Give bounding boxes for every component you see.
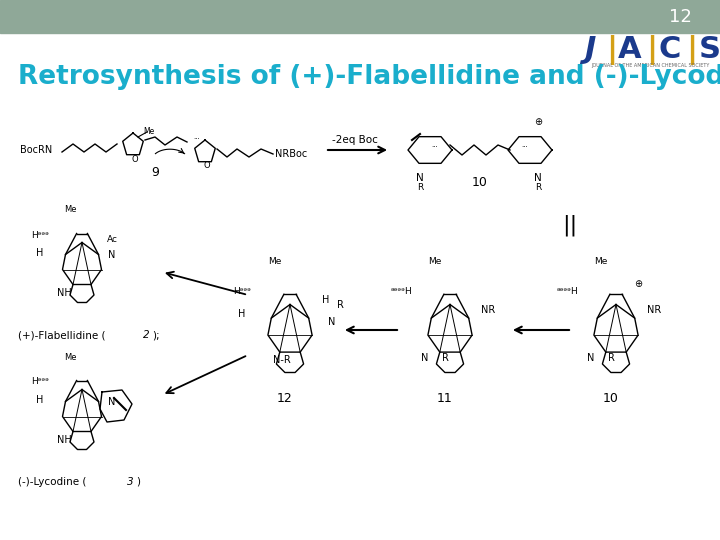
Text: 12: 12 (277, 392, 293, 404)
Text: NR: NR (481, 305, 495, 315)
Text: Ac: Ac (107, 235, 117, 245)
Text: -2eq Boc: -2eq Boc (332, 135, 378, 145)
Text: H: H (36, 248, 44, 258)
Text: );: ); (152, 330, 160, 340)
Text: H: H (323, 295, 330, 305)
Text: J: J (585, 36, 595, 64)
Text: Me: Me (143, 126, 154, 136)
Text: N-R: N-R (273, 355, 291, 365)
Text: N: N (108, 250, 116, 260)
Text: ...: ... (521, 142, 528, 148)
Text: R: R (336, 300, 343, 310)
Text: S: S (699, 36, 720, 64)
Text: 12: 12 (669, 8, 691, 26)
Text: ): ) (136, 477, 140, 487)
Text: Hᵊᵊᵊ: Hᵊᵊᵊ (31, 377, 49, 387)
Text: Hᵊᵊᵊ: Hᵊᵊᵊ (233, 287, 251, 296)
Text: N: N (588, 353, 595, 363)
Text: (+)-Flabellidine (: (+)-Flabellidine ( (18, 330, 106, 340)
Text: R: R (535, 184, 541, 192)
Text: NH: NH (57, 435, 71, 445)
Text: H: H (36, 395, 44, 405)
Text: R: R (441, 353, 449, 363)
Text: A: A (618, 36, 642, 64)
Text: |: | (686, 35, 698, 65)
Text: Me: Me (64, 353, 76, 361)
Text: 10: 10 (603, 392, 619, 404)
Text: 3: 3 (127, 477, 134, 487)
Text: NRBoc: NRBoc (275, 149, 307, 159)
Text: N: N (421, 353, 428, 363)
Text: ᵊᵊᵊᵊH: ᵊᵊᵊᵊH (391, 287, 413, 296)
Text: 10: 10 (472, 176, 488, 188)
Text: ||: || (562, 214, 577, 236)
Text: 11: 11 (437, 392, 453, 404)
Text: O: O (204, 161, 210, 171)
Text: |: | (647, 35, 657, 65)
Text: JOURNAL OF THE AMERICAN CHEMICAL SOCIETY: JOURNAL OF THE AMERICAN CHEMICAL SOCIETY (591, 64, 709, 69)
Text: Hᵊᵊᵊ: Hᵊᵊᵊ (31, 231, 49, 240)
Text: H: H (238, 309, 246, 319)
Text: ᵊᵊᵊᵊH: ᵊᵊᵊᵊH (557, 287, 579, 296)
Text: NH: NH (57, 288, 71, 298)
Text: Me: Me (428, 258, 441, 267)
Text: C: C (659, 36, 681, 64)
Text: Me: Me (594, 258, 608, 267)
Text: ⊕: ⊕ (634, 279, 642, 289)
Text: R: R (608, 353, 614, 363)
Text: N: N (108, 397, 116, 407)
Text: BocRN: BocRN (20, 145, 53, 155)
Text: R: R (417, 184, 423, 192)
Text: ...: ... (431, 142, 438, 148)
Text: 9: 9 (151, 165, 159, 179)
Text: N: N (328, 317, 336, 327)
Text: Retrosynthesis of (+)-Flabellidine and (-)-Lycodine: Retrosynthesis of (+)-Flabellidine and (… (18, 64, 720, 90)
Text: ⊕: ⊕ (534, 117, 542, 127)
Text: Me: Me (269, 258, 282, 267)
Text: (-)-Lycodine (: (-)-Lycodine ( (18, 477, 86, 487)
Text: N: N (534, 173, 542, 183)
Bar (0, 0, 720, 33)
Text: O: O (132, 154, 138, 164)
Text: NR: NR (647, 305, 661, 315)
Text: |: | (606, 35, 618, 65)
Text: N: N (416, 173, 424, 183)
Text: Me: Me (64, 206, 76, 214)
Text: 2: 2 (143, 330, 150, 340)
Text: ...: ... (194, 134, 200, 140)
